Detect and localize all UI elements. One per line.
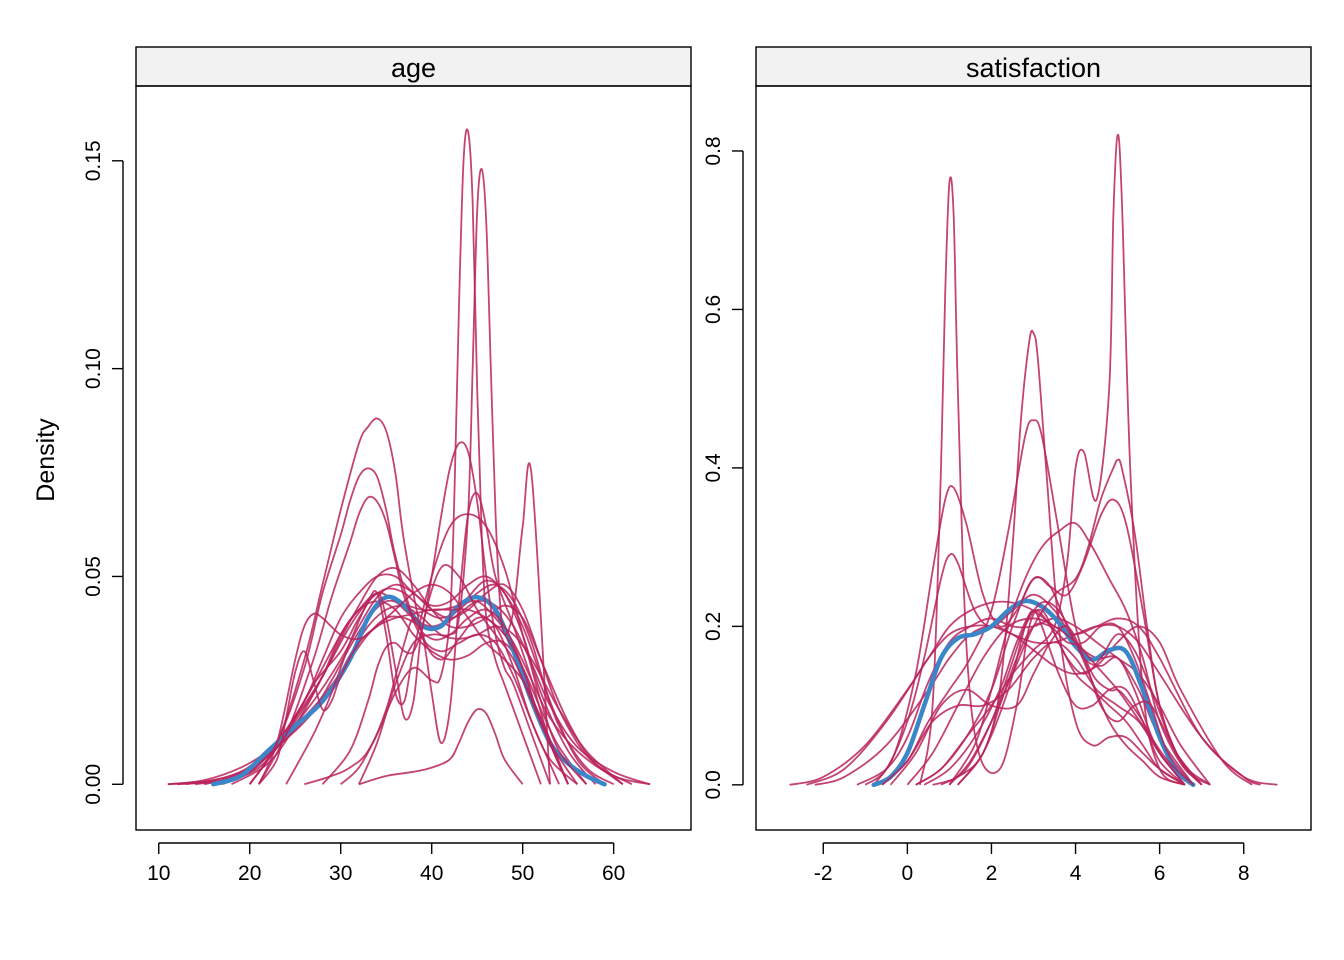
panel-age-x-tick-label: 10: [147, 862, 170, 885]
panel-satisfaction-imputed-line-18: [881, 641, 1186, 786]
panel-satisfaction-series: [789, 133, 1278, 788]
panel-age-imputed-line-19: [340, 128, 542, 785]
panel-satisfaction-y-axis: 0.0 0.2 0.4 0.6 0.8: [702, 136, 744, 799]
panel-satisfaction-y-tick-label: 0.0: [702, 770, 725, 799]
panel-age-imputed-line-16: [285, 513, 588, 785]
panel-satisfaction-imputed-line-17: [940, 600, 1186, 786]
panel-age-y-tick-label: 0.15: [82, 140, 105, 181]
panel-satisfaction-imputed-line-6: [872, 485, 1194, 786]
panel-age-imputed-line-12: [258, 495, 560, 785]
panel-satisfaction-observed-line: [871, 598, 1196, 788]
panel-age-x-tick-label: 30: [329, 862, 352, 885]
panel-satisfaction-x-axis: -2 0 2 4 6 8: [814, 842, 1250, 885]
panel-satisfaction-strip: [755, 46, 1312, 87]
panel-age-imputed-line-18: [321, 441, 551, 785]
panel-age-series: [167, 128, 651, 787]
panel-age-strip: [135, 46, 692, 87]
panel-age-frame: [135, 85, 692, 831]
panel-age: age 10 20 30 40 50 60 0.00 0.05 0.10 0.15: [82, 46, 692, 885]
panel-satisfaction-title: satisfaction: [966, 53, 1101, 83]
panel-satisfaction-imputed-line-3: [814, 625, 1253, 786]
panel-satisfaction-x-tick-label: 2: [986, 862, 998, 885]
panel-satisfaction-imputed-line-15: [906, 617, 1194, 786]
panel-satisfaction-imputed-line-13: [948, 521, 1211, 786]
panel-satisfaction-x-tick-label: -2: [814, 862, 833, 885]
panel-age-x-tick-label: 50: [511, 862, 534, 885]
panel-satisfaction-y-tick-label: 0.4: [702, 453, 725, 483]
panel-satisfaction: satisfaction -2 0 2 4 6 8 0.0 0.2 0.4 0.6 0.8: [702, 46, 1312, 885]
panel-age-imputed-line-20: [358, 168, 551, 785]
panel-satisfaction-y-tick-label: 0.2: [702, 612, 725, 641]
panel-satisfaction-x-tick-label: 6: [1154, 862, 1166, 885]
panel-satisfaction-imputed-line-12: [915, 498, 1203, 786]
panel-satisfaction-imputed-line-11: [948, 458, 1211, 786]
y-axis-title: Density: [32, 418, 60, 502]
panel-satisfaction-x-tick-label: 4: [1070, 862, 1082, 885]
panel-satisfaction-imputed-line-9: [932, 329, 1186, 786]
panel-satisfaction-imputed-line-16: [889, 625, 1203, 786]
panel-satisfaction-y-tick-label: 0.8: [702, 136, 725, 165]
panel-age-y-tick-label: 0.00: [82, 764, 105, 805]
panel-satisfaction-imputed-line-20: [957, 609, 1186, 786]
panel-age-imputed-line-10: [248, 417, 578, 785]
panel-age-y-tick-label: 0.05: [82, 556, 105, 597]
panel-satisfaction-imputed-line-8: [881, 419, 1186, 786]
panel-satisfaction-x-tick-label: 0: [902, 862, 914, 885]
panel-age-y-axis: 0.00 0.05 0.10 0.15: [82, 140, 124, 805]
panel-age-x-tick-label: 20: [238, 862, 261, 885]
panel-age-imputed-line-11: [248, 467, 569, 785]
panel-satisfaction-imputed-line-19: [923, 609, 1203, 786]
panel-age-x-tick-label: 40: [420, 862, 443, 885]
panel-age-imputed-line-14: [258, 583, 570, 785]
panel-satisfaction-x-tick-label: 8: [1238, 862, 1250, 885]
panel-age-x-tick-label: 60: [602, 862, 625, 885]
panel-age-title: age: [391, 53, 436, 83]
panel-satisfaction-imputed-line-7: [919, 176, 1186, 786]
panel-age-y-tick-label: 0.10: [82, 348, 105, 389]
panel-satisfaction-y-tick-label: 0.6: [702, 295, 725, 324]
panel-age-imputed-line-17: [304, 492, 569, 786]
panel-age-imputed-line-21: [358, 708, 524, 786]
panel-satisfaction-frame: [755, 85, 1312, 831]
panel-age-imputed-line-15: [249, 564, 579, 785]
panel-age-x-axis: 10 20 30 40 50 60: [147, 842, 625, 885]
